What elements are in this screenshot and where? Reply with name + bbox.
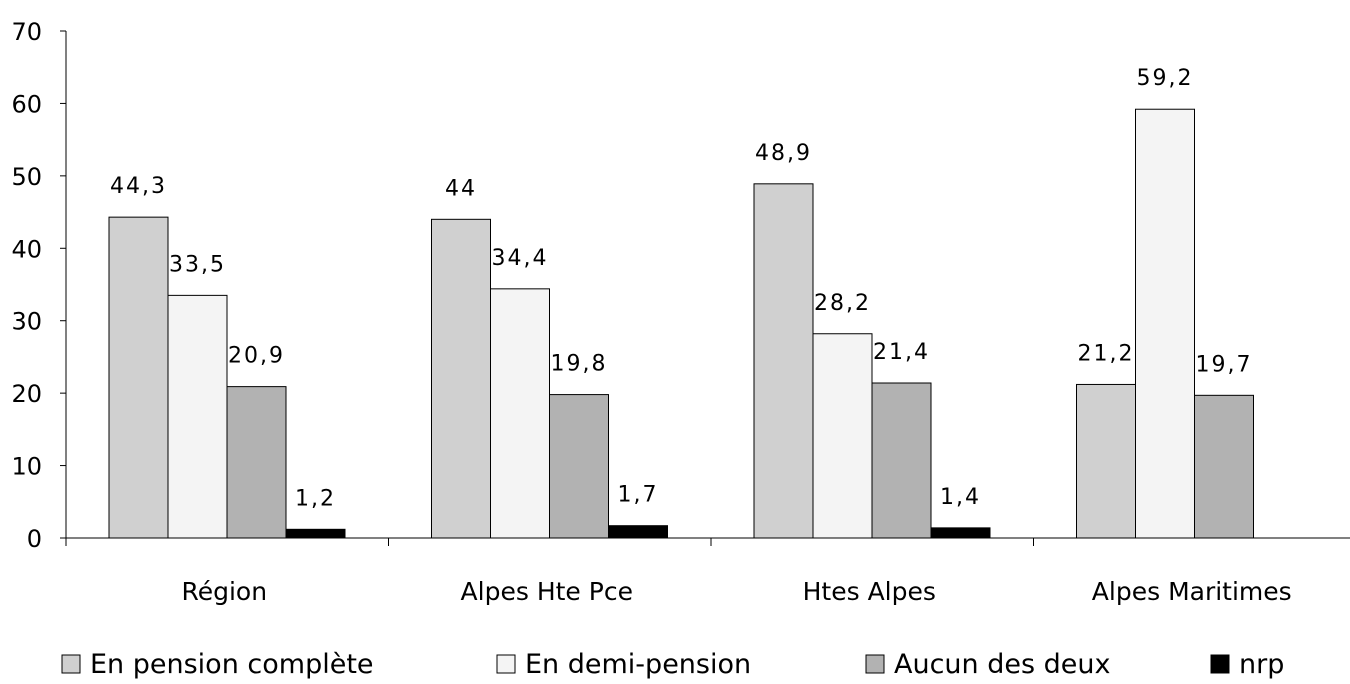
y-tick-label: 20	[11, 380, 42, 408]
bar	[753, 183, 814, 539]
data-label: 44,3	[110, 174, 167, 199]
data-label: 20,9	[228, 344, 285, 369]
legend-label: En pension complète	[90, 649, 374, 680]
x-tick-label: Htes Alpes	[803, 577, 936, 606]
bar	[608, 525, 668, 539]
legend-label: En demi-pension	[525, 649, 751, 680]
bar	[1076, 383, 1136, 539]
bar	[1194, 394, 1254, 539]
data-label: 59,2	[1137, 66, 1194, 91]
y-tick-label: 60	[11, 90, 42, 118]
y-tick-label: 0	[27, 525, 42, 553]
data-label: 48,9	[755, 141, 812, 166]
legend-label: Aucun des deux	[894, 649, 1110, 680]
bar	[167, 294, 228, 539]
data-label: 44	[445, 176, 477, 201]
bars	[108, 108, 1254, 539]
bar	[108, 216, 169, 539]
data-label: 28,2	[814, 291, 871, 316]
bar	[930, 527, 991, 539]
bar	[490, 288, 550, 539]
data-label: 21,2	[1078, 341, 1135, 366]
x-tick-label: Alpes Maritimes	[1092, 577, 1292, 606]
data-label: 1,2	[295, 486, 336, 511]
legend: En pension complète En demi-pension Aucun …	[61, 649, 1284, 680]
bar	[871, 382, 932, 539]
bar	[1135, 108, 1195, 539]
legend-label: nrp	[1239, 649, 1284, 680]
data-label: 1,7	[618, 483, 659, 508]
legend-swatch	[1210, 654, 1230, 674]
data-label: 19,7	[1196, 352, 1253, 377]
x-tick-label: Alpes Hte Pce	[461, 577, 633, 606]
data-label: 21,4	[873, 340, 930, 365]
bar	[431, 218, 491, 539]
y-tick-label: 70	[11, 18, 42, 46]
bar	[285, 528, 346, 539]
y-tick-label: 30	[11, 308, 42, 336]
data-label: 34,4	[492, 246, 549, 271]
legend-swatch	[61, 654, 81, 674]
data-label: 19,8	[551, 352, 608, 377]
axes: 0 10 20 30 40 50 60 70 Région Alpes Hte Pce Htes A…	[11, 18, 1350, 606]
y-tick-label: 40	[11, 235, 42, 263]
bar	[812, 333, 873, 539]
legend-swatch	[865, 654, 885, 674]
legend-swatch	[496, 654, 516, 674]
bar	[549, 394, 609, 539]
y-tick-label: 50	[11, 163, 42, 191]
data-label: 33,5	[169, 252, 226, 277]
data-label: 1,4	[940, 485, 981, 510]
y-tick-label: 10	[11, 453, 42, 481]
x-tick-label: Région	[181, 577, 267, 606]
bar	[226, 386, 287, 539]
data-labels: 44,3 44 48,9 21,2 33,5 34,4 28,2 59,2 20,9 19,8 21…	[110, 66, 1253, 511]
